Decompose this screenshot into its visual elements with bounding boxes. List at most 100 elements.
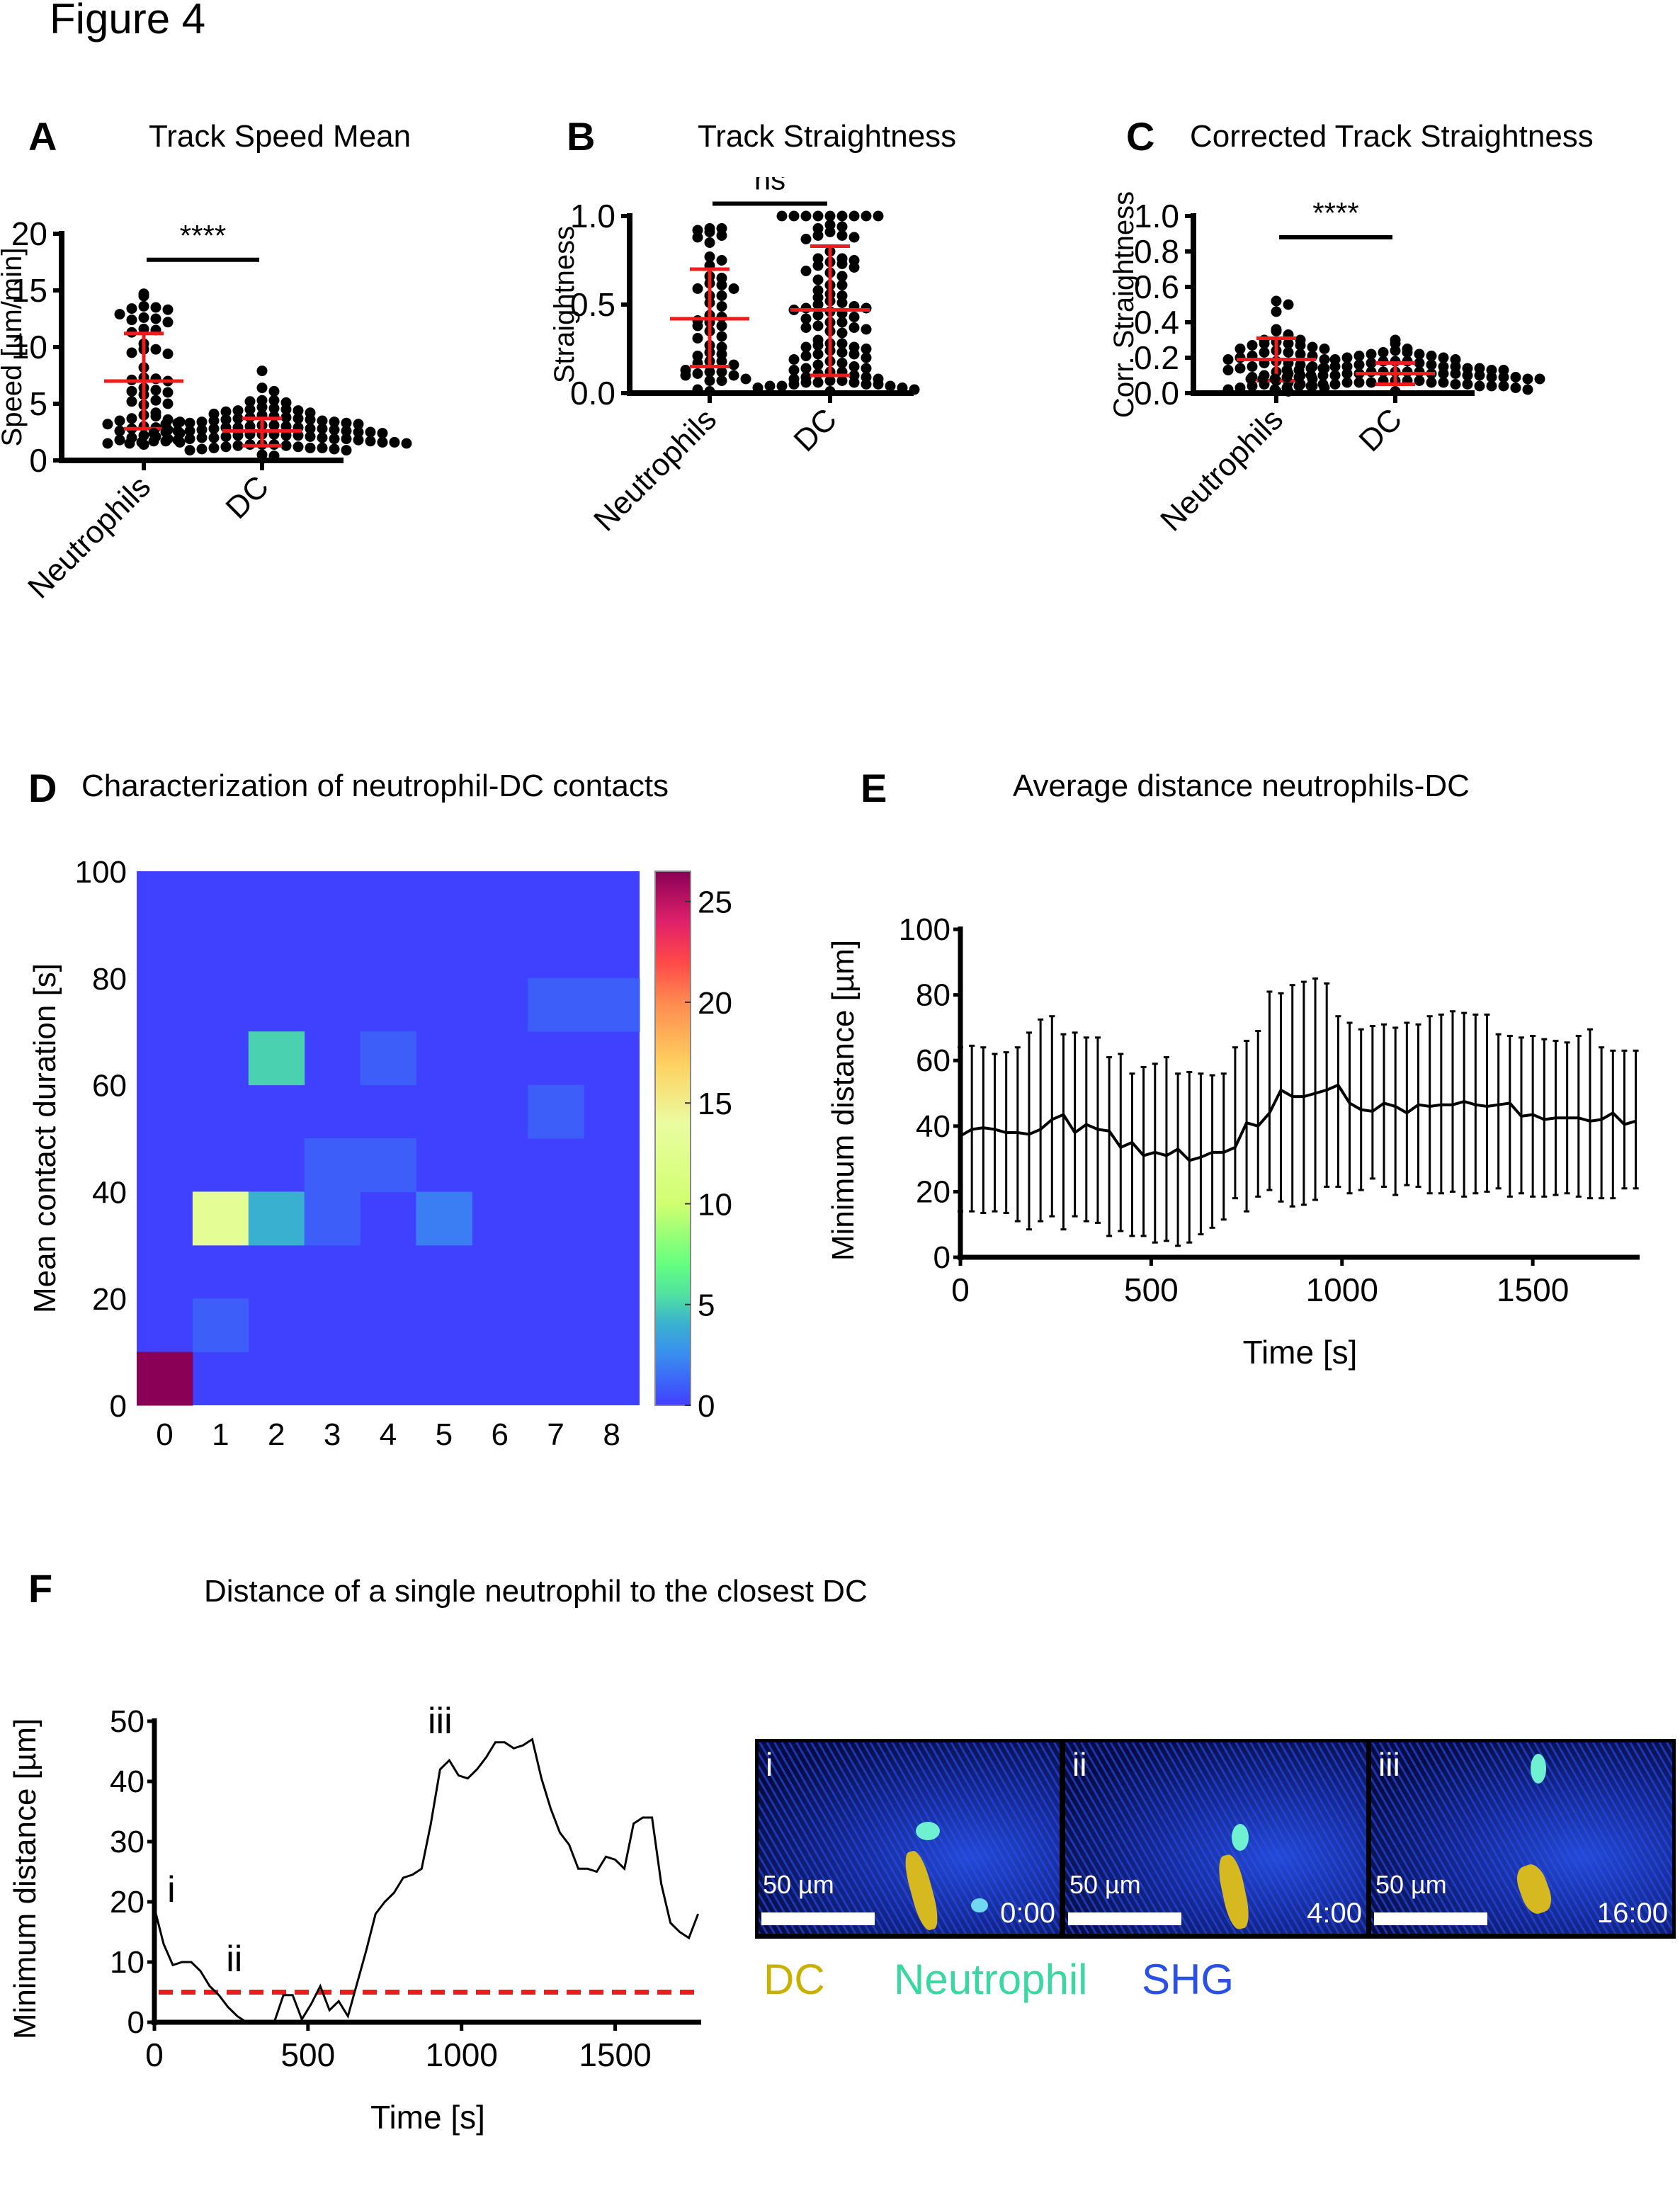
data-point	[1390, 386, 1401, 397]
data-point	[824, 386, 836, 397]
data-point	[162, 304, 174, 315]
cell-blob	[971, 1898, 988, 1912]
data-point	[873, 379, 884, 390]
data-point	[1222, 354, 1234, 365]
data-point	[824, 210, 836, 222]
data-point	[1438, 377, 1449, 388]
data-point	[1450, 379, 1461, 390]
y-tick-label: 80	[916, 978, 950, 1013]
x-tick-label: 3	[324, 1417, 341, 1452]
y-axis-label: Straightness	[552, 226, 580, 383]
x-tick-label: Neutrophils	[587, 402, 723, 538]
microscopy-frame-ii: ii 50 µm 4:00	[1065, 1742, 1366, 1934]
data-point	[232, 405, 244, 416]
data-point	[812, 377, 824, 388]
data-point	[1283, 338, 1294, 349]
significance-label: ns	[754, 177, 785, 196]
data-point	[1366, 348, 1377, 360]
data-point	[1222, 365, 1234, 375]
data-point	[148, 428, 159, 439]
x-tick-label: 500	[280, 2036, 335, 2073]
y-tick-label: 40	[110, 1764, 144, 1799]
data-point	[1438, 368, 1449, 379]
y-tick-label: 60	[92, 1069, 127, 1104]
y-tick-label: 100	[75, 855, 127, 890]
data-point	[126, 314, 137, 326]
annotation-label: ii	[226, 1939, 242, 1980]
data-point	[1305, 380, 1317, 392]
data-point	[317, 432, 328, 443]
data-point	[716, 255, 727, 266]
data-point	[138, 323, 149, 334]
data-point	[1486, 372, 1497, 382]
data-point	[909, 384, 920, 395]
panel-title-e: Average distance neutrophils-DC	[1013, 769, 1470, 803]
data-point	[716, 301, 727, 312]
data-point	[861, 344, 872, 354]
data-point	[184, 445, 195, 456]
scale-bar	[761, 1912, 875, 1925]
chart-contact-heatmap: 020406080100012345678Number of contactsM…	[28, 855, 732, 1452]
data-point	[1534, 373, 1545, 385]
data-point	[812, 299, 824, 310]
data-point	[208, 423, 220, 434]
data-point	[184, 425, 195, 436]
data-point	[861, 324, 872, 335]
microscopy-frame-i: i 50 µm 0:00	[759, 1742, 1060, 1934]
data-point	[1271, 295, 1282, 307]
y-tick-label: 0	[29, 442, 47, 479]
data-point	[256, 449, 268, 460]
dc-cell	[900, 1849, 943, 1932]
heatmap-cell	[304, 1191, 361, 1246]
data-point	[1247, 361, 1258, 372]
data-point	[114, 309, 125, 320]
data-point	[824, 227, 836, 237]
data-point	[812, 359, 824, 370]
data-point	[704, 251, 715, 262]
data-point	[1498, 380, 1509, 392]
data-point	[268, 385, 280, 397]
data-point	[836, 210, 848, 222]
x-tick-label: DC	[219, 469, 276, 526]
data-point	[1271, 306, 1282, 317]
data-point	[280, 430, 292, 441]
data-point	[1317, 379, 1329, 390]
data-point	[329, 443, 340, 455]
data-point	[764, 380, 776, 392]
data-point	[1341, 352, 1353, 363]
y-tick-label: 0.0	[570, 375, 615, 412]
data-point	[341, 433, 352, 445]
data-point	[377, 428, 388, 439]
data-point	[305, 414, 316, 425]
heatmap-cell	[248, 1191, 305, 1246]
panel-title-a: Track Speed Mean	[149, 119, 412, 154]
data-point	[836, 297, 848, 308]
data-point	[150, 385, 161, 396]
annotation-label: iii	[428, 1701, 453, 1742]
data-point	[162, 348, 174, 360]
microscopy-frame-iii: iii 50 µm 16:00	[1371, 1742, 1672, 1934]
data-point	[268, 450, 280, 462]
data-point	[126, 396, 137, 407]
data-point	[1426, 359, 1437, 370]
data-point	[788, 379, 800, 390]
heatmap-cell	[248, 1031, 305, 1086]
data-point	[148, 436, 159, 447]
data-point	[138, 290, 149, 302]
data-point	[1329, 370, 1341, 381]
data-point	[800, 377, 812, 388]
data-point	[389, 436, 400, 448]
y-tick-label: 1.0	[570, 198, 615, 234]
y-axis-label: Minimum distance [µm]	[826, 940, 861, 1261]
panel-title-b: Track Straightness	[698, 119, 957, 154]
scale-bar	[1374, 1912, 1487, 1925]
data-point	[716, 366, 727, 378]
data-point	[1235, 382, 1246, 393]
data-point	[150, 344, 161, 355]
data-point	[162, 398, 174, 409]
data-point	[126, 347, 137, 358]
data-point	[1510, 372, 1521, 382]
data-point	[305, 423, 316, 434]
data-point	[114, 434, 125, 446]
data-point	[138, 312, 149, 323]
